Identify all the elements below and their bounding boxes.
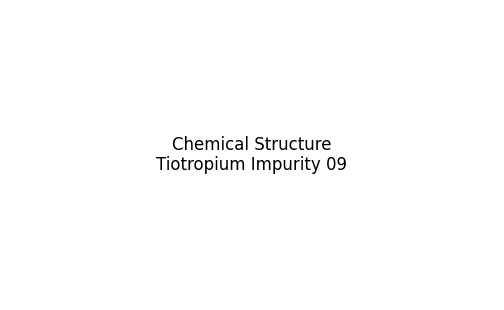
Text: Chemical Structure
Tiotropium Impurity 09: Chemical Structure Tiotropium Impurity 0… — [157, 135, 347, 175]
